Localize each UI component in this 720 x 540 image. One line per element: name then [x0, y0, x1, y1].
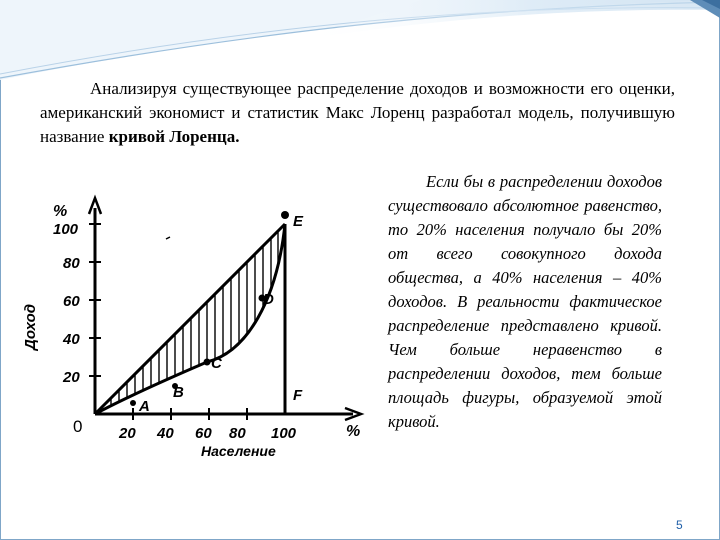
explanation-paragraph: Если бы в распределении доходов существо…: [388, 172, 662, 431]
intro-emphasis: кривой Лоренца.: [108, 127, 240, 146]
point-label-b: B: [173, 384, 184, 401]
x-axis-unit: %: [346, 423, 360, 440]
x-tick-80: 80: [229, 425, 246, 442]
stray-mark: [165, 236, 171, 240]
y-axis-label: Доход: [22, 304, 39, 352]
point-label-f: F: [293, 387, 303, 404]
y-axis-arrow: [87, 194, 103, 215]
x-axis-arrow: [344, 406, 365, 422]
y-axis-unit: %: [53, 203, 67, 220]
y-tick-marks: [89, 223, 101, 377]
x-tick-60: 60: [195, 425, 212, 442]
header-decoration: [0, 0, 720, 80]
point-label-c: C: [211, 355, 223, 372]
y-tick-20: 20: [62, 369, 80, 386]
point-label-e: E: [293, 213, 304, 230]
point-label-a: A: [138, 398, 150, 415]
point-label-d: D: [263, 291, 274, 308]
x-axis-label: Население: [201, 443, 276, 459]
x-tick-20: 20: [118, 425, 136, 442]
intro-text: Анализируя существующее распределение до…: [40, 79, 675, 146]
y-tick-60: 60: [63, 293, 80, 310]
y-tick-80: 80: [63, 255, 80, 272]
origin-label: 0: [73, 417, 82, 436]
x-tick-marks: [132, 408, 248, 420]
equality-line: [93, 222, 287, 416]
curve-points: [130, 211, 289, 406]
x-tick-40: 40: [156, 425, 174, 442]
page-number: 5: [676, 518, 683, 532]
y-tick-100: 100: [53, 221, 79, 238]
x-tick-100: 100: [271, 425, 297, 442]
lorenz-curve-figure: % % 100 80 60 40 20 Доход 0 20 40 60 80 …: [15, 190, 377, 462]
hatched-area: [110, 224, 279, 414]
y-tick-40: 40: [62, 331, 80, 348]
intro-paragraph: Анализируя существующее распределение до…: [40, 77, 675, 149]
